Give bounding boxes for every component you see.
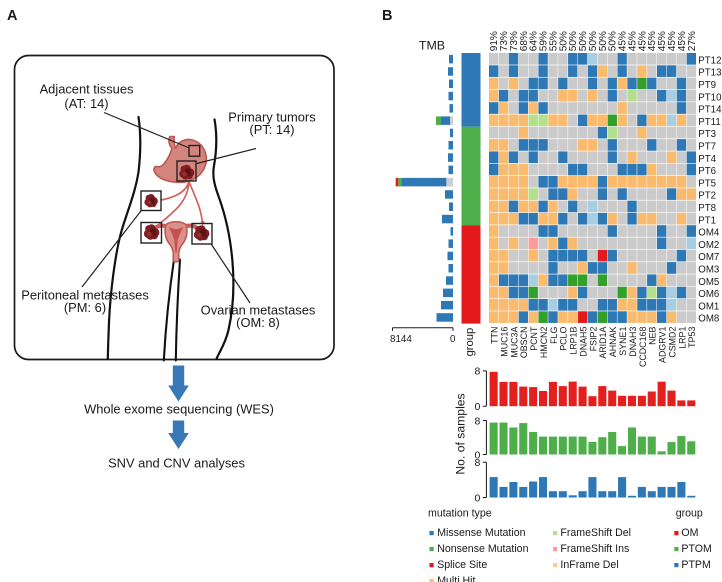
svg-text:OM8: OM8: [698, 314, 719, 325]
svg-text:OM6: OM6: [698, 289, 719, 300]
svg-text:8: 8: [474, 415, 480, 427]
svg-text:ADGRV1: ADGRV1: [658, 327, 668, 363]
svg-text:TP53: TP53: [687, 327, 697, 348]
svg-text:50%: 50%: [588, 31, 599, 51]
svg-text:Splice Site: Splice Site: [437, 559, 487, 571]
svg-text:8: 8: [474, 366, 480, 378]
svg-text:PT5: PT5: [698, 178, 716, 189]
svg-text:PT12: PT12: [698, 55, 721, 66]
svg-text:AHNAK: AHNAK: [608, 327, 618, 358]
svg-text:CCDC168: CCDC168: [638, 327, 648, 368]
svg-text:45%: 45%: [627, 31, 638, 51]
svg-text:CSMD2: CSMD2: [667, 327, 677, 358]
svg-text:PT10: PT10: [698, 92, 722, 103]
svg-text:PTPM: PTPM: [681, 559, 710, 571]
svg-text:Missense Mutation: Missense Mutation: [437, 527, 525, 539]
svg-text:OM: OM: [681, 527, 698, 539]
svg-text:(AT: 14): (AT: 14): [64, 96, 108, 111]
svg-text:0: 0: [474, 449, 480, 461]
svg-text:FSIP2: FSIP2: [588, 327, 598, 352]
svg-text:TMB: TMB: [419, 39, 445, 53]
svg-text:(PT: 14): (PT: 14): [249, 122, 294, 137]
svg-text:PTOM: PTOM: [681, 543, 711, 555]
svg-text:FrameShift Ins: FrameShift Ins: [560, 543, 629, 555]
svg-text:OBSCN: OBSCN: [519, 327, 529, 359]
svg-text:45%: 45%: [618, 31, 629, 51]
svg-text:No. of samples: No. of samples: [454, 393, 468, 474]
svg-text:PCLO: PCLO: [559, 327, 569, 351]
svg-text:50%: 50%: [568, 31, 579, 51]
svg-text:50%: 50%: [608, 31, 619, 51]
svg-text:LRP1B: LRP1B: [569, 327, 579, 355]
svg-text:OM7: OM7: [698, 252, 719, 263]
svg-text:(PM: 6): (PM: 6): [64, 300, 106, 315]
svg-text:PT1: PT1: [698, 215, 716, 226]
svg-text:PT3: PT3: [698, 129, 716, 140]
svg-text:45%: 45%: [647, 31, 658, 51]
svg-text:8: 8: [474, 457, 480, 469]
svg-text:73%: 73%: [509, 31, 520, 51]
svg-text:45%: 45%: [677, 31, 688, 51]
svg-text:8144: 8144: [390, 334, 412, 345]
svg-text:Peritoneal metastases: Peritoneal metastases: [21, 288, 149, 303]
svg-text:SYNE1: SYNE1: [618, 327, 628, 356]
svg-text:NEB: NEB: [648, 327, 658, 345]
svg-text:MUC3A: MUC3A: [509, 327, 519, 358]
svg-text:27%: 27%: [687, 31, 698, 51]
svg-text:(OM: 8): (OM: 8): [236, 315, 280, 330]
svg-text:LRP1: LRP1: [677, 327, 687, 349]
svg-text:68%: 68%: [519, 31, 530, 51]
svg-text:ARID1A: ARID1A: [598, 327, 608, 359]
svg-text:Adjacent tissues: Adjacent tissues: [40, 82, 134, 97]
svg-text:FrameShift Del: FrameShift Del: [560, 527, 631, 539]
svg-text:50%: 50%: [558, 31, 569, 51]
svg-text:45%: 45%: [667, 31, 678, 51]
svg-text:Multi Hit: Multi Hit: [437, 575, 475, 582]
svg-text:OM5: OM5: [698, 277, 719, 288]
svg-text:MUC16: MUC16: [499, 327, 509, 357]
svg-text:group: group: [676, 508, 703, 520]
svg-text:45%: 45%: [657, 31, 668, 51]
svg-text:SNV and CNV analyses: SNV and CNV analyses: [108, 456, 245, 471]
svg-text:PT7: PT7: [698, 141, 716, 152]
svg-text:HMCN2: HMCN2: [539, 327, 549, 359]
svg-text:PT8: PT8: [698, 203, 716, 214]
svg-text:55%: 55%: [548, 31, 559, 51]
svg-text:DNAH5: DNAH5: [578, 327, 588, 357]
svg-text:0: 0: [474, 401, 480, 413]
svg-text:73%: 73%: [499, 31, 510, 51]
svg-text:PCNT: PCNT: [529, 326, 539, 351]
svg-text:OM2: OM2: [698, 240, 719, 251]
svg-text:PT2: PT2: [698, 191, 716, 202]
svg-text:50%: 50%: [578, 31, 589, 51]
svg-text:45%: 45%: [637, 31, 648, 51]
svg-text:PT4: PT4: [698, 154, 716, 165]
svg-text:PT6: PT6: [698, 166, 716, 177]
svg-text:50%: 50%: [598, 31, 609, 51]
svg-text:mutation type: mutation type: [428, 508, 492, 520]
svg-text:DNAH3: DNAH3: [628, 327, 638, 357]
svg-text:TTN: TTN: [490, 327, 500, 344]
svg-text:59%: 59%: [539, 31, 550, 51]
svg-text:91%: 91%: [489, 31, 500, 51]
svg-text:0: 0: [474, 492, 480, 504]
svg-text:0: 0: [450, 334, 456, 345]
svg-text:OM4: OM4: [698, 228, 720, 239]
svg-text:OM3: OM3: [698, 264, 719, 275]
svg-text:InFrame Del: InFrame Del: [560, 559, 618, 571]
svg-text:OM1: OM1: [698, 301, 719, 312]
svg-text:PT13: PT13: [698, 68, 721, 79]
svg-text:Nonsense Mutation: Nonsense Mutation: [437, 543, 528, 555]
svg-text:PT11: PT11: [698, 117, 720, 128]
svg-text:64%: 64%: [529, 31, 540, 51]
svg-text:PT9: PT9: [698, 80, 716, 91]
svg-text:Ovarian metastases: Ovarian metastases: [201, 303, 316, 318]
svg-text:A: A: [7, 8, 18, 24]
svg-text:Whole exome sequencing (WES): Whole exome sequencing (WES): [84, 402, 274, 417]
svg-text:FLG: FLG: [549, 327, 559, 344]
svg-text:Primary tumors: Primary tumors: [228, 110, 315, 125]
svg-text:group: group: [464, 328, 476, 357]
svg-text:PT14: PT14: [698, 105, 722, 116]
svg-text:B: B: [382, 8, 392, 24]
